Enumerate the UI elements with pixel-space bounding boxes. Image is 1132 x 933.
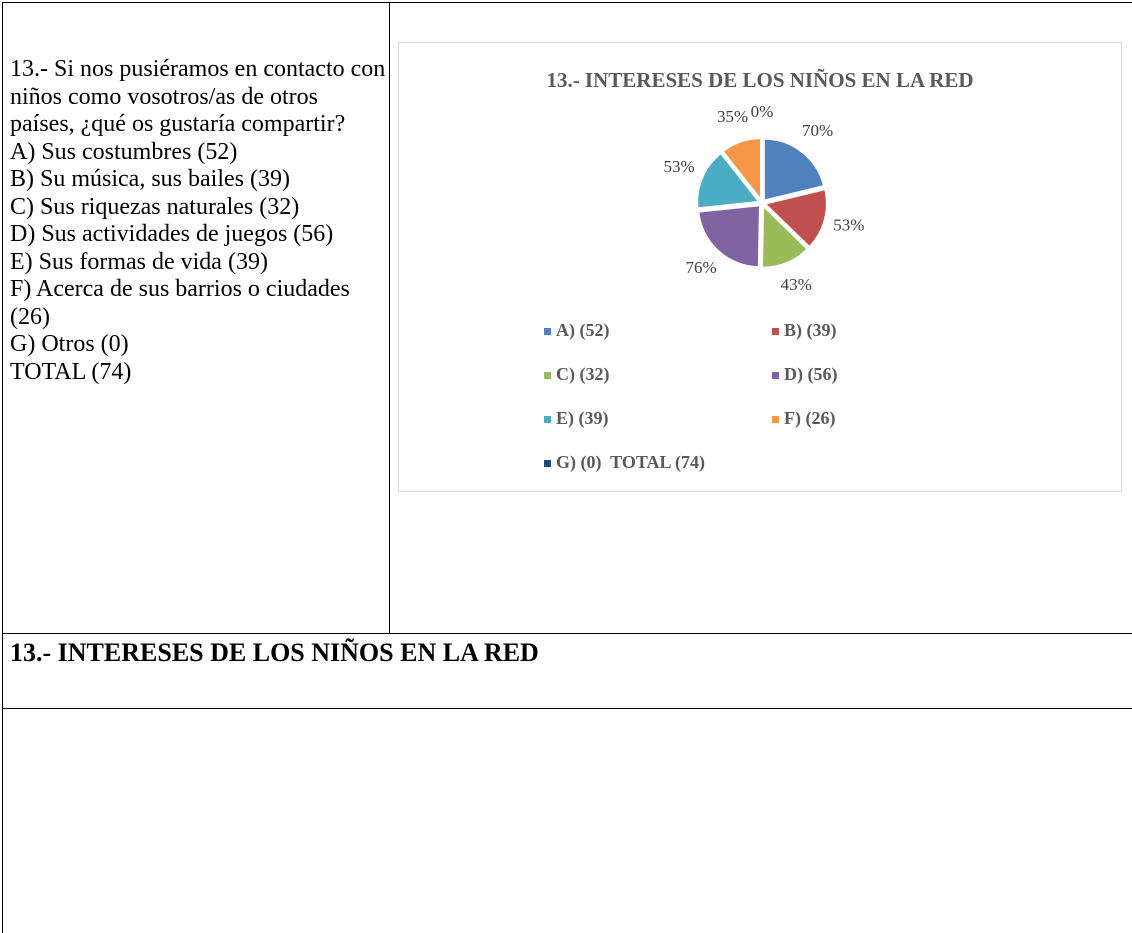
chart: 13.- INTERESES DE LOS NIÑOS EN LA RED 70… (398, 42, 1122, 492)
table-border (2, 2, 3, 933)
chart-frame (398, 42, 1122, 492)
data-label: 76% (686, 258, 717, 277)
legend-swatch (544, 372, 551, 379)
legend-label: C) (32) (556, 364, 609, 385)
data-label: 43% (781, 275, 812, 294)
legend-swatch (772, 372, 779, 379)
question-line: F) Acerca de sus barrios o ciudades (26) (10, 276, 350, 330)
legend-swatch (544, 460, 551, 467)
question-line: C) Sus riquezas naturales (32) (10, 193, 300, 220)
data-label: 53% (833, 216, 864, 235)
legend-label: B) (39) (784, 320, 837, 341)
question-line: 13.- Si nos pusiéramos en contacto con n… (10, 56, 386, 137)
data-label: 0% (751, 102, 774, 121)
question-line: A) Sus costumbres (52) (10, 138, 238, 165)
pie-slice (762, 137, 826, 202)
data-label: 35% (717, 107, 748, 126)
legend-swatch (772, 328, 779, 335)
question-text: 13.- Si nos pusiéramos en contacto con n… (10, 56, 388, 386)
question-line: TOTAL (74) (10, 358, 132, 385)
pie-slice (697, 204, 761, 269)
data-label: 53% (664, 157, 695, 176)
table-border (2, 633, 1132, 634)
pie-slice (760, 203, 810, 269)
pie-slice (762, 187, 828, 249)
legend-swatch (544, 416, 551, 423)
table-border (2, 2, 1132, 3)
legend-label: F) (26) (784, 408, 835, 429)
legend-swatch (772, 416, 779, 423)
legend-label: A) (52) (556, 320, 609, 341)
chart-title: 13.- INTERESES DE LOS NIÑOS EN LA RED (546, 68, 973, 92)
data-label: 70% (802, 121, 833, 140)
table-border (389, 2, 390, 633)
pie-slice (696, 151, 762, 210)
question-line: B) Su música, sus bailes (39) (10, 166, 290, 192)
legend-label: E) (39) (556, 408, 609, 429)
question-line: G) Otros (0) (10, 331, 129, 357)
pie-slice (721, 137, 763, 204)
question-line: D) Sus actividades de juegos (56) (10, 221, 334, 247)
legend-label: G) (0) TOTAL (74) (556, 452, 705, 473)
legend-label: D) (56) (784, 364, 837, 385)
legend-swatch (544, 328, 551, 335)
heading: 13.- INTERESES DE LOS NIÑOS EN LA RED (10, 638, 539, 667)
table-border (2, 708, 1132, 709)
question-line: E) Sus formas de vida (39) (10, 248, 268, 275)
